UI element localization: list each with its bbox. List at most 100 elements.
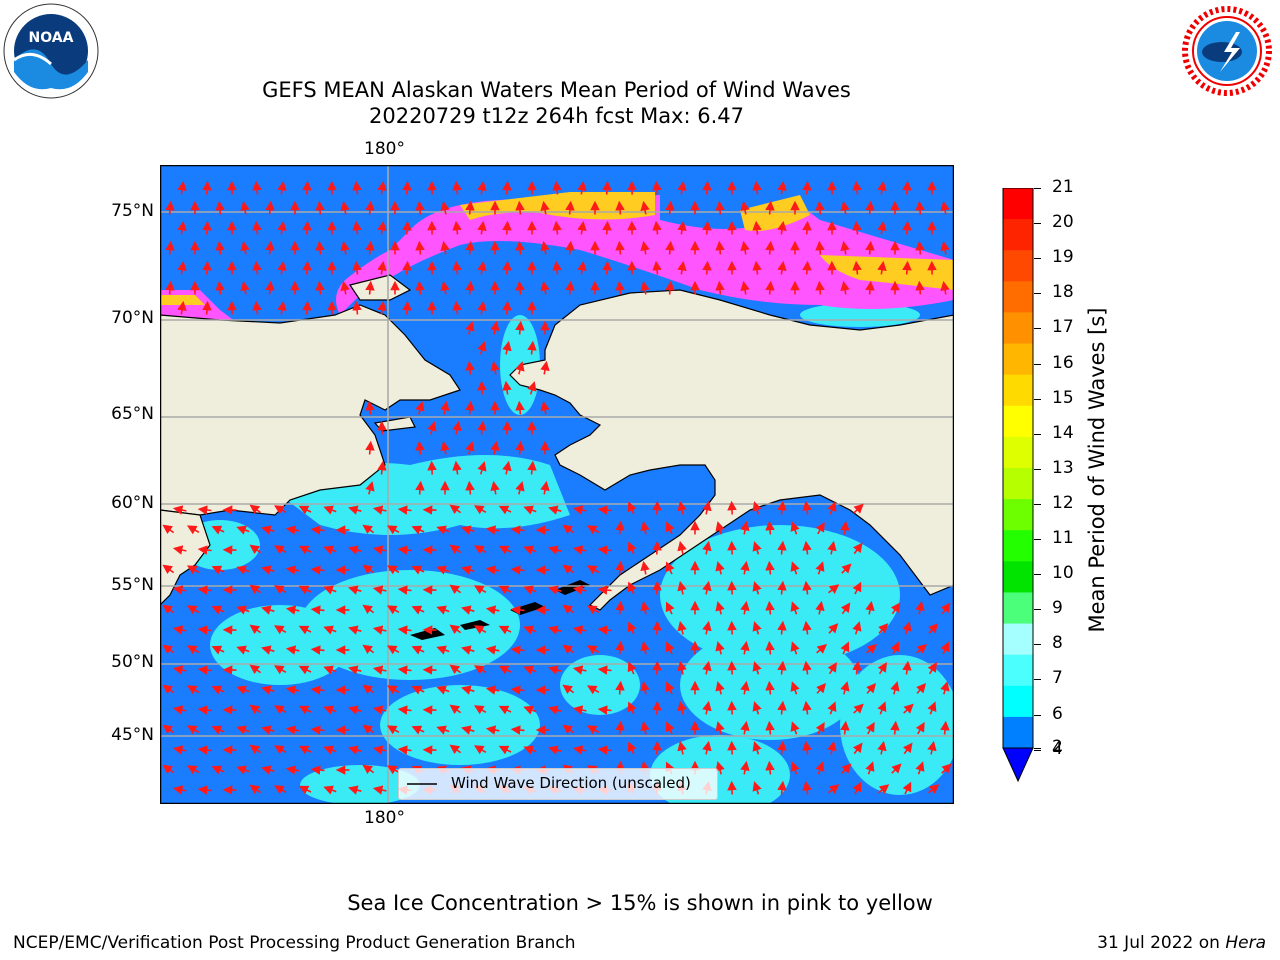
wind-wave-arrow	[465, 360, 475, 375]
wind-wave-arrow	[852, 621, 862, 635]
wind-wave-arrow	[411, 565, 425, 575]
wind-wave-arrow	[765, 520, 775, 535]
wind-wave-arrow	[485, 565, 500, 575]
colorbar-tick-mark	[1034, 258, 1041, 260]
colorbar-segment	[1003, 499, 1033, 531]
colorbar-tick-label: 16	[1052, 352, 1074, 373]
wind-wave-arrow	[652, 180, 662, 195]
wind-wave-arrow	[765, 720, 775, 735]
wind-wave-arrow	[677, 180, 687, 195]
wind-wave-arrow	[261, 765, 275, 775]
wind-wave-arrow	[298, 545, 312, 555]
wind-wave-arrow	[765, 560, 775, 575]
wind-wave-arrow	[249, 664, 262, 675]
wind-wave-arrow	[777, 540, 787, 555]
wind-wave-arrow	[752, 180, 762, 195]
colorbar-segment	[1003, 219, 1033, 251]
wind-wave-arrow	[715, 601, 725, 615]
wind-wave-arrow	[665, 521, 675, 535]
wind-wave-arrow	[548, 545, 562, 555]
wind-wave-arrow	[211, 565, 225, 575]
wind-wave-arrow	[440, 280, 450, 295]
wind-wave-arrow	[485, 685, 500, 695]
wind-wave-arrow	[285, 765, 300, 775]
wind-wave-arrow	[436, 565, 450, 575]
map-panel: Wind Wave Direction (unscaled)	[159, 164, 955, 805]
wind-wave-arrow	[586, 565, 600, 575]
wind-wave-arrow	[162, 684, 175, 695]
wind-wave-arrow	[186, 605, 200, 615]
wind-wave-arrow	[572, 545, 587, 555]
wind-wave-arrow	[902, 220, 912, 235]
noaa-logo-text: NOAA	[29, 30, 74, 46]
colorbar-segment	[1003, 343, 1033, 376]
wind-wave-arrow	[186, 725, 200, 735]
wind-wave-arrow	[249, 584, 262, 595]
wind-wave-arrow	[915, 600, 925, 615]
wind-wave-arrow	[740, 200, 750, 215]
wind-wave-arrow	[372, 585, 387, 595]
wind-wave-arrow	[502, 180, 512, 195]
wind-wave-arrow	[402, 260, 412, 275]
colorbar-tick-label: 14	[1052, 422, 1074, 443]
wind-wave-arrow	[436, 525, 450, 535]
wind-wave-arrow	[372, 785, 387, 795]
colorbar-tick-mark	[1034, 714, 1041, 716]
colorbar-tick-mark	[1034, 609, 1041, 611]
wind-wave-arrow	[702, 580, 712, 595]
wind-wave-arrow	[473, 625, 487, 635]
colorbar-tick-label: 20	[1052, 212, 1074, 233]
wind-wave-arrow	[348, 745, 362, 755]
colorbar-segment	[1003, 468, 1033, 500]
wind-wave-arrow	[548, 505, 562, 515]
wind-wave-arrow	[702, 540, 712, 555]
wind-wave-arrow	[362, 564, 375, 575]
wind-wave-arrow	[790, 601, 800, 615]
wind-wave-arrow	[752, 541, 762, 555]
wind-wave-arrow	[852, 260, 862, 275]
wind-wave-arrow	[902, 781, 912, 795]
wind-wave-arrow	[348, 505, 362, 515]
wind-wave-arrow	[840, 200, 850, 215]
wind-wave-arrow	[740, 720, 750, 735]
wind-wave-arrow	[715, 240, 725, 255]
wind-wave-arrow	[640, 680, 650, 695]
wind-wave-arrow	[586, 605, 600, 615]
wind-wave-arrow	[452, 300, 462, 315]
wind-wave-arrow	[211, 525, 225, 535]
wind-wave-arrow	[452, 420, 462, 435]
wind-wave-arrow	[498, 505, 512, 515]
wind-wave-arrow	[510, 725, 525, 735]
footer-credit: NCEP/EMC/Verification Post Processing Pr…	[13, 933, 576, 953]
colorbar-tick-mark	[1034, 293, 1041, 295]
wind-wave-arrow	[397, 745, 412, 755]
wind-wave-arrow	[852, 581, 862, 595]
wind-wave-arrow	[415, 240, 425, 255]
wind-wave-arrow	[440, 400, 450, 415]
wind-wave-arrow	[523, 665, 537, 675]
wind-wave-arrow	[465, 200, 475, 215]
wind-wave-arrow	[790, 521, 800, 535]
wind-wave-arrow	[615, 520, 625, 535]
wind-wave-arrow	[665, 561, 675, 575]
wind-wave-arrow	[677, 700, 687, 715]
wind-wave-arrow	[298, 705, 312, 715]
wind-wave-arrow	[362, 644, 375, 655]
wind-wave-arrow	[941, 763, 952, 774]
wind-wave-arrow	[523, 545, 537, 555]
wind-wave-arrow	[777, 700, 787, 715]
wind-wave-arrow	[562, 524, 575, 535]
wind-wave-arrow	[827, 662, 837, 675]
colorbar-tick-label: 15	[1052, 387, 1074, 408]
wind-wave-arrow	[602, 260, 612, 275]
wind-wave-arrow	[215, 280, 225, 295]
wind-wave-arrow	[865, 721, 875, 735]
wind-wave-arrow	[165, 240, 175, 255]
wind-wave-arrow	[172, 625, 187, 635]
wind-wave-arrow	[640, 520, 650, 535]
wind-wave-arrow	[362, 524, 375, 535]
wind-wave-arrow	[853, 703, 864, 714]
wind-wave-arrow	[815, 240, 825, 255]
wind-wave-arrow	[302, 300, 312, 315]
wind-wave-arrow	[365, 240, 375, 255]
